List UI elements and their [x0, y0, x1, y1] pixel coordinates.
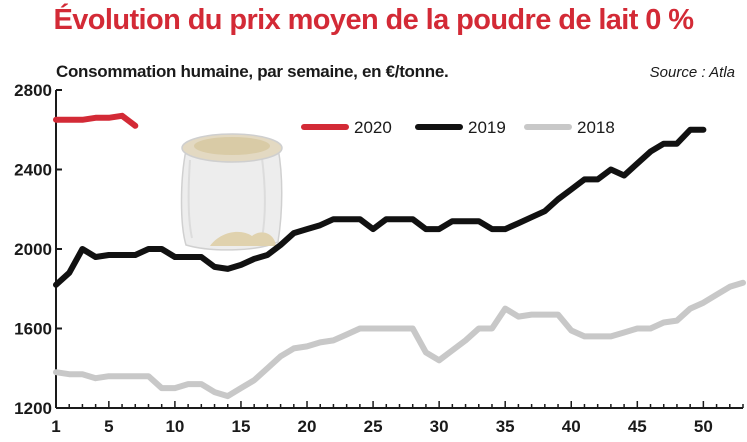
series-line-2019 [53, 126, 707, 288]
series-line-2018 [53, 279, 746, 400]
x-tick-label: 5 [104, 417, 113, 436]
chart-subtitle: Consommation humaine, par semaine, en €/… [56, 62, 449, 81]
series-lines [53, 112, 746, 400]
milk-powder-sack-illustration [180, 133, 283, 251]
legend-label-2019: 2019 [468, 118, 506, 137]
x-tick-label: 50 [694, 417, 713, 436]
source-note: Source : Atla [649, 64, 735, 81]
y-tick-label: 2400 [14, 161, 52, 180]
legend-label-2018: 2018 [577, 118, 615, 137]
x-tick-label: 15 [232, 417, 251, 436]
x-tick-label: 45 [628, 417, 647, 436]
x-tick-label: 35 [496, 417, 515, 436]
x-tick-label: 30 [430, 417, 449, 436]
x-tick-label: 40 [562, 417, 581, 436]
chart-title: Évolution du prix moyen de la poudre de … [53, 4, 695, 36]
x-tick-label: 1 [51, 417, 60, 436]
x-tick-label: 25 [364, 417, 383, 436]
x-tick-label: 10 [165, 417, 184, 436]
y-tick-label: 2000 [14, 240, 52, 259]
y-tick-label: 1200 [14, 399, 52, 418]
y-tick-label: 1600 [14, 320, 52, 339]
y-tick-label: 2800 [14, 81, 52, 100]
legend-label-2020: 2020 [354, 118, 392, 137]
x-tick-label: 20 [298, 417, 317, 436]
legend: 2020 2019 2018 [301, 118, 615, 137]
series-line-2020 [53, 112, 139, 129]
